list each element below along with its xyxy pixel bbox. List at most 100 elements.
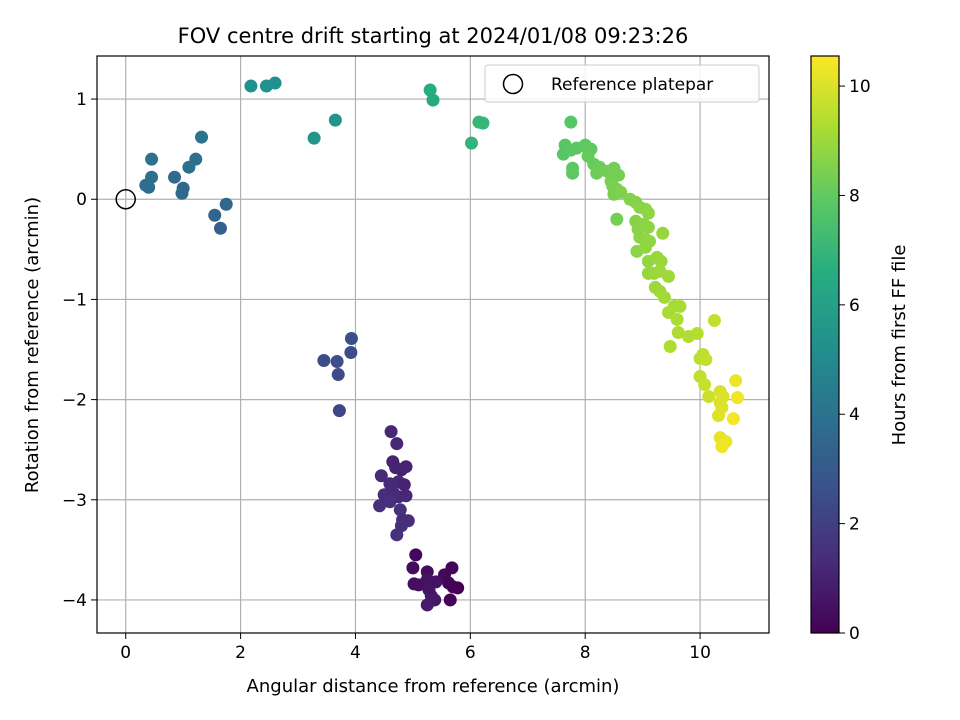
data-point xyxy=(673,299,687,313)
x-axis-label: Angular distance from reference (arcmin) xyxy=(247,676,620,697)
data-point xyxy=(690,326,704,340)
data-point xyxy=(142,180,156,194)
y-tick-label: 0 xyxy=(76,190,87,210)
data-point xyxy=(390,528,404,542)
data-point xyxy=(409,548,423,562)
data-point xyxy=(390,437,404,451)
data-point xyxy=(476,116,490,130)
y-tick-label: −3 xyxy=(62,491,87,511)
colorbar-tick-label: 6 xyxy=(849,296,860,316)
data-point xyxy=(711,409,725,423)
data-point xyxy=(670,312,684,326)
data-point xyxy=(330,355,344,369)
data-point xyxy=(656,226,670,240)
data-point xyxy=(663,340,677,354)
data-point xyxy=(383,495,397,509)
data-point xyxy=(429,575,443,589)
data-point xyxy=(699,353,713,367)
data-point xyxy=(399,460,413,474)
legend-box xyxy=(484,64,760,103)
x-tick-label: 4 xyxy=(350,643,361,663)
data-point xyxy=(189,152,203,166)
data-point xyxy=(443,593,457,607)
data-point xyxy=(610,212,624,226)
data-point xyxy=(566,166,580,180)
data-point xyxy=(445,561,459,575)
data-point xyxy=(145,170,159,184)
data-point xyxy=(698,378,712,392)
colorbar: 0 2 4 6 8 10 Hours from first FF file xyxy=(810,55,910,644)
data-point xyxy=(328,113,342,127)
data-point xyxy=(614,185,628,199)
colorbar-tick-label: 8 xyxy=(849,186,860,206)
legend-entry-label: Reference platepar xyxy=(551,75,713,95)
legend: Reference platepar xyxy=(484,64,760,103)
legend-marker-icon xyxy=(502,73,524,95)
data-point xyxy=(268,76,282,90)
data-point xyxy=(657,290,671,304)
data-point xyxy=(464,136,478,150)
data-point xyxy=(168,170,182,184)
data-point xyxy=(374,469,388,483)
data-point xyxy=(384,425,398,439)
data-point xyxy=(639,240,653,254)
plot-area: 0 2 4 6 8 10 −4 −3 −2 −1 0 1 xyxy=(62,55,770,663)
data-point xyxy=(654,254,668,268)
data-point xyxy=(707,313,721,327)
data-point xyxy=(715,440,729,454)
data-point xyxy=(702,390,716,404)
data-point xyxy=(451,581,465,595)
colorbar-tick-label: 2 xyxy=(849,515,860,535)
x-tick-label: 10 xyxy=(689,643,711,663)
x-tick-label: 8 xyxy=(580,643,591,663)
colorbar-tick-label: 0 xyxy=(849,624,860,644)
data-point xyxy=(307,131,321,145)
data-point xyxy=(213,221,227,235)
colorbar-gradient xyxy=(810,55,840,634)
data-point xyxy=(420,598,434,612)
data-point xyxy=(393,503,407,517)
data-point xyxy=(729,374,743,388)
data-point xyxy=(175,186,189,200)
colorbar-tick-label: 10 xyxy=(849,77,871,97)
data-point xyxy=(397,478,411,492)
data-point xyxy=(426,93,440,107)
data-point xyxy=(726,412,740,426)
data-point xyxy=(344,331,358,345)
data-point xyxy=(423,83,437,97)
data-point xyxy=(244,79,258,93)
data-point xyxy=(661,305,675,319)
data-point xyxy=(406,561,420,575)
chart-title: FOV centre drift starting at 2024/01/08 … xyxy=(178,24,689,48)
data-point xyxy=(219,197,233,211)
reference-platepar-marker xyxy=(115,188,136,210)
data-point xyxy=(641,206,655,220)
colorbar-label: Hours from first FF file xyxy=(889,245,910,446)
data-point xyxy=(641,220,655,234)
x-tick-label: 6 xyxy=(465,643,476,663)
data-point xyxy=(590,166,604,180)
data-point xyxy=(344,346,358,360)
data-point xyxy=(317,354,331,368)
data-point xyxy=(195,130,209,144)
data-point xyxy=(208,208,222,222)
data-point xyxy=(332,404,346,418)
data-point xyxy=(145,152,159,166)
y-tick-label: 1 xyxy=(76,90,87,110)
data-point xyxy=(564,115,578,129)
data-point xyxy=(373,499,387,513)
data-point xyxy=(399,489,413,503)
data-point xyxy=(661,269,675,283)
colorbar-tick-label: 4 xyxy=(849,405,860,425)
y-tick-label: −2 xyxy=(62,391,87,411)
y-axis-label: Rotation from reference (arcmin) xyxy=(22,197,43,493)
data-point xyxy=(407,577,421,591)
data-point xyxy=(612,168,626,182)
y-tick-label: −1 xyxy=(62,290,87,310)
data-point xyxy=(730,391,744,405)
x-tick-label: 2 xyxy=(235,643,246,663)
x-tick-label: 0 xyxy=(120,643,131,663)
data-point xyxy=(671,325,685,339)
y-tick-label: −4 xyxy=(62,591,87,611)
